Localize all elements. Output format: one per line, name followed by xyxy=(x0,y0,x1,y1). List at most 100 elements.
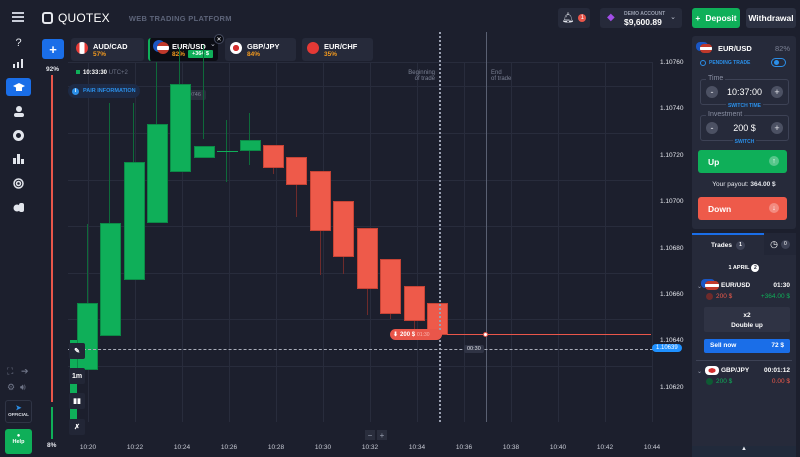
drawing-pencil-icon[interactable]: ✎ xyxy=(69,343,85,359)
eur-chf-flag-icon xyxy=(307,42,319,54)
time-plus-button[interactable]: + xyxy=(771,86,783,98)
time-value[interactable]: 10:37:00 xyxy=(726,87,763,97)
beginning-of-trade-line xyxy=(439,32,441,422)
tab-history[interactable]: ◷ 0 xyxy=(764,233,796,255)
x-axis-label: 10:42 xyxy=(596,444,614,451)
indicators-icon[interactable]: ✗ xyxy=(69,419,85,435)
x-axis-label: 10:44 xyxy=(643,444,661,451)
official-telegram-button[interactable]: ➤ OFFICIAL xyxy=(5,400,32,423)
tab-eur-usd[interactable]: EUR/USD 82% +364 $ ⌄ ✕ xyxy=(148,34,224,61)
trade-tag-time: 01:30 xyxy=(417,331,430,338)
panel-pair[interactable]: EUR/USD xyxy=(718,44,752,53)
tab-trades[interactable]: Trades 1 xyxy=(692,235,764,255)
quotex-logo-icon xyxy=(42,12,53,24)
notification-count-badge: 1 xyxy=(578,14,587,22)
tab-gbp-jpy[interactable]: GBP/JPY 84% xyxy=(225,38,296,61)
investment-plus-button[interactable]: + xyxy=(771,122,783,134)
logo[interactable]: QUOTEX WEB TRADING PLATFORM xyxy=(42,11,232,25)
trade-time: 01:30 xyxy=(773,282,790,289)
clock-icon: ◷ xyxy=(770,238,778,249)
trade-pair: GBP/JPY xyxy=(721,367,750,374)
deposit-button[interactable]: + Deposit xyxy=(692,8,740,28)
diamond-icon: ◆ xyxy=(607,12,615,23)
signal-icon[interactable] xyxy=(6,174,31,192)
chart-bars-icon[interactable] xyxy=(6,54,31,72)
trade-amount: 200 $ xyxy=(706,378,732,385)
up-button[interactable]: Up ↑ xyxy=(698,150,787,173)
user-icon[interactable] xyxy=(6,102,31,120)
y-axis-label: 1.10740 xyxy=(660,105,684,112)
pending-trade-toggle[interactable] xyxy=(771,58,786,67)
y-axis-label: 1.10680 xyxy=(660,245,684,252)
withdrawal-button[interactable]: Withdrawal xyxy=(746,8,796,28)
investment-value[interactable]: 200 $ xyxy=(733,123,756,133)
zoom-in-button[interactable]: + xyxy=(377,430,387,440)
chart-type-icon[interactable]: ▮▮ xyxy=(69,393,85,409)
switch-time-button[interactable]: SWITCH TIME xyxy=(725,103,764,109)
chevron-down-icon[interactable]: ⌄ xyxy=(697,369,703,375)
x-axis-label: 10:28 xyxy=(267,444,285,451)
settings-gear-icon[interactable]: ⚙ xyxy=(7,382,16,392)
logo-text: QUOTEX xyxy=(58,11,110,25)
time-minus-button[interactable]: - xyxy=(706,86,718,98)
account-selector[interactable]: ◆ DEMO ACCOUNT $9,600.89 ⌄ xyxy=(600,8,682,28)
fullscreen-icon[interactable]: ⛶ xyxy=(7,366,14,376)
sentiment-down-percent: 8% xyxy=(47,442,57,449)
tab-eur-chf[interactable]: EUR/CHF 35% xyxy=(302,38,373,61)
countdown-tag: 00:30 xyxy=(464,345,484,353)
help-icon[interactable]: ? xyxy=(15,37,22,49)
donut-chart-icon[interactable] xyxy=(6,126,31,144)
candle xyxy=(170,84,191,172)
price-chart[interactable]: 1.10760 1.10740 1.10720 1.10700 1.10680 … xyxy=(68,32,688,451)
candle xyxy=(333,201,354,257)
candle xyxy=(357,228,378,289)
leaderboard-icon[interactable] xyxy=(6,150,31,168)
coins-icon[interactable] xyxy=(6,198,31,216)
x-axis-label: 10:20 xyxy=(79,444,97,451)
menu-icon[interactable] xyxy=(12,12,24,22)
tab-percent: 35% xyxy=(324,51,338,58)
investment-legend: Investment xyxy=(706,111,745,118)
add-chart-button[interactable]: + xyxy=(42,39,64,59)
down-button[interactable]: Down ↓ xyxy=(698,197,787,220)
trade-pair: EUR/USD xyxy=(721,282,751,289)
candle xyxy=(263,145,284,168)
current-price-line xyxy=(68,349,653,350)
server-time-value: 10:33:30 xyxy=(83,70,108,76)
tab-pair: EUR/CHF xyxy=(324,42,358,51)
zoom-out-button[interactable]: − xyxy=(365,430,375,440)
candle xyxy=(124,162,145,280)
sound-icon[interactable]: 🔊︎ xyxy=(20,382,26,392)
platform-subtitle: WEB TRADING PLATFORM xyxy=(128,13,232,23)
double-up-button[interactable]: x2 Double up xyxy=(704,307,790,332)
notifications-button[interactable]: 🔔︎ 1 xyxy=(558,8,590,28)
switch-button[interactable]: SWITCH xyxy=(732,139,757,145)
candle xyxy=(100,223,121,336)
timeframe-button[interactable]: 1m xyxy=(69,368,85,384)
y-axis-label: 1.10700 xyxy=(660,198,684,205)
down-label: Down xyxy=(708,204,732,214)
tab-aud-cad[interactable]: AUD/CAD 57% xyxy=(71,38,144,61)
x-axis-label: 10:32 xyxy=(361,444,379,451)
investment-minus-button[interactable]: - xyxy=(706,122,718,134)
x-axis-label: 10:38 xyxy=(502,444,520,451)
education-icon[interactable] xyxy=(6,78,31,96)
open-trade-tag[interactable]: ⬇ 200 $ 01:30 xyxy=(390,329,442,340)
sell-now-button[interactable]: Sell now 72 $ xyxy=(704,339,790,353)
chevron-down-icon[interactable]: ⌄ xyxy=(697,284,703,290)
arrow-right-icon[interactable]: ➔ xyxy=(21,366,29,376)
x-axis-label: 10:36 xyxy=(455,444,473,451)
close-tab-icon[interactable]: ✕ xyxy=(214,34,224,44)
help-button[interactable]: ● Help xyxy=(5,429,32,454)
end-of-trade-line xyxy=(486,32,487,422)
beginning-of-trade-label: Beginning of trade xyxy=(408,70,435,82)
candle xyxy=(147,124,168,223)
pending-trade-label: PENDING TRADE xyxy=(700,60,750,66)
chevron-down-icon[interactable]: ⌄ xyxy=(210,41,216,48)
pair-information-button[interactable]: i PAIR INFORMATION xyxy=(68,84,140,98)
sidebar: ? ⛶ ➔ ⚙ 🔊︎ xyxy=(0,36,36,457)
trades-footer-toggle[interactable]: ▲ xyxy=(692,446,796,457)
sentiment-bar-buy xyxy=(51,407,53,439)
trades-tabs: Trades 1 ◷ 0 xyxy=(692,233,796,255)
account-balance: $9,600.89 xyxy=(624,17,662,27)
